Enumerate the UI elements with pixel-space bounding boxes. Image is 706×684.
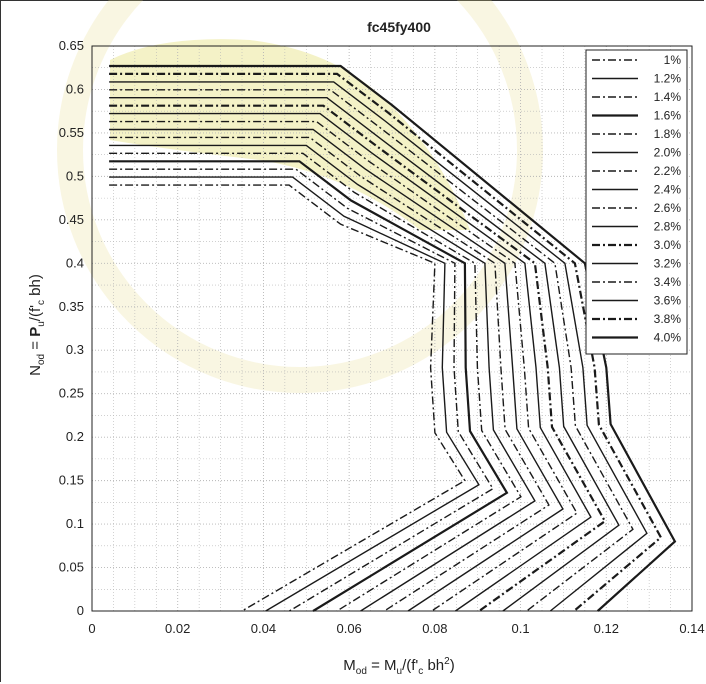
x-tick-label: 0: [88, 621, 95, 636]
curve-2-6pct: [109, 120, 578, 612]
curve-1-6pct: [109, 160, 509, 612]
x-tick-label: 0.06: [336, 621, 361, 636]
x-tick-label: 0.14: [679, 621, 704, 636]
y-tick-label: 0.1: [66, 516, 84, 531]
curve-1pct: [109, 184, 466, 612]
x-tick-label: 0.1: [512, 621, 530, 636]
y-tick-label: 0.5: [66, 168, 84, 183]
curve-3-6pct: [109, 81, 648, 612]
x-tick-label: 0.02: [165, 621, 190, 636]
legend-box: [585, 49, 688, 355]
axis-ticks: 0 0.02 0.04 0.06 0.08 0.1 0.12 0.14 0 0.05 0.1 0.15…: [59, 38, 705, 636]
legend: 1% 1.2% 1.4% 1.6% 1.8% 2.0% 2.2% 2.4% 2.6% 2.8% 3.…: [585, 49, 688, 355]
y-tick-label: 0: [77, 603, 84, 618]
x-tick-label: 0.12: [594, 621, 619, 636]
curve-2-2pct: [109, 136, 550, 612]
curve-1-8pct: [109, 152, 522, 612]
curve-1-2pct: [109, 176, 480, 612]
curve-3-2pct: [109, 97, 620, 612]
curve-2-4pct: [109, 128, 564, 612]
legend-label: 2.6%: [654, 201, 682, 215]
curve-1-4pct: [109, 168, 494, 612]
y-tick-label: 0.3: [66, 342, 84, 357]
y-tick-label: 0.2: [66, 429, 84, 444]
y-tick-label: 0.35: [59, 299, 84, 314]
y-tick-label: 0.6: [66, 81, 84, 96]
legend-label: 2.4%: [654, 183, 682, 197]
legend-label: 3.8%: [654, 312, 682, 326]
y-tick-label: 0.55: [59, 125, 84, 140]
curve-3-4pct: [109, 89, 634, 612]
curve-2-8pct: [109, 112, 592, 612]
plot-area-border: [91, 45, 693, 612]
y-tick-label: 0.45: [59, 212, 84, 227]
legend-label: 3.2%: [654, 257, 682, 271]
x-tick-label: 0.04: [251, 621, 276, 636]
legend-label: 2.2%: [654, 164, 682, 178]
legend-label: 4.0%: [654, 331, 682, 345]
legend-label: 1.4%: [654, 90, 682, 104]
y-tick-label: 0.25: [59, 386, 84, 401]
legend-label: 3.4%: [654, 275, 682, 289]
curve-3-0pct: [109, 104, 607, 612]
y-tick-label: 0.05: [59, 560, 84, 575]
y-tick-label: 0.65: [59, 38, 84, 53]
legend-label: 1.6%: [654, 109, 682, 123]
legend-label: 3.6%: [654, 294, 682, 308]
curve-2-0pct: [109, 144, 536, 612]
legend-label: 1%: [664, 53, 682, 67]
legend-label: 1.8%: [654, 127, 682, 141]
x-tick-label: 0.08: [422, 621, 447, 636]
legend-label: 3.0%: [654, 238, 682, 252]
x-axis-title: Mod = Mu/(f'c bh2): [343, 656, 454, 677]
legend-label: 2.0%: [654, 146, 682, 160]
legend-label: 2.8%: [654, 220, 682, 234]
curve-3-8pct: [109, 72, 663, 612]
y-tick-label: 0.15: [59, 473, 84, 488]
y-axis-title: Nod = Pu/(f'c bh): [27, 274, 47, 376]
y-tick-label: 0.4: [66, 255, 84, 270]
legend-label: 1.2%: [654, 72, 682, 86]
chart-title: fc45fy400: [367, 19, 431, 35]
